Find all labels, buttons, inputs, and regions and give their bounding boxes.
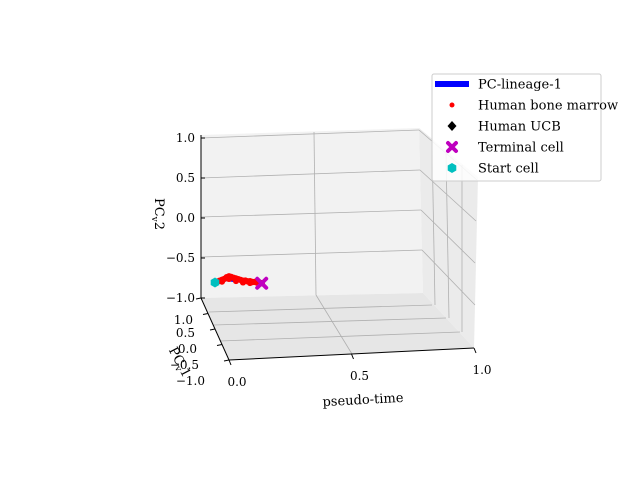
legend-label: Terminal cell [478, 141, 564, 156]
y-tick-mark [209, 328, 216, 331]
x-axis-ticks: 0.0 0.5 1.0 [227, 347, 492, 389]
legend-swatch-dot [449, 102, 455, 108]
legend-items: PC-lineage-1 Human bone marrow Human UCB Te… [435, 78, 618, 177]
bone-marrow-point [239, 279, 247, 286]
start-cell-marker [210, 277, 220, 288]
back-pane [201, 128, 423, 298]
z-tick-label: 0.5 [176, 171, 195, 185]
z-tick-label: −1.0 [166, 291, 195, 305]
z-axis-ticks: −1.0 −0.5 0.0 0.5 1.0 [166, 131, 205, 305]
z-axis-label-sub: v [149, 216, 159, 223]
z-tick-label: −0.5 [166, 251, 195, 265]
grid-line [213, 317, 447, 326]
legend-swatch-hexagon [447, 163, 457, 173]
terminal-cell-marker [255, 276, 269, 290]
x-axis-label: pseudo-time [322, 391, 404, 410]
bone-marrow-point [225, 275, 233, 282]
grid-line [419, 169, 477, 222]
legend-label: Human UCB [478, 120, 561, 135]
z-tick-label: 1.0 [176, 131, 195, 145]
grid-line [219, 331, 461, 342]
y-axis-label-sub: v [171, 364, 183, 375]
y-tick-label: −0.5 [170, 358, 199, 372]
grid-line [200, 129, 420, 139]
x-tick-label: 1.0 [472, 363, 491, 377]
x-tick-mark [351, 353, 354, 360]
legend: PC-lineage-1 Human bone marrow Human UCB Te… [431, 73, 618, 182]
grid-line [200, 169, 421, 179]
data-marks [210, 273, 269, 290]
y-tick-label: 1.0 [174, 313, 193, 327]
y-axis-ticks: −1.0 −0.5 0.0 0.51.0 [170, 297, 230, 388]
grid-line [200, 209, 422, 218]
z-axis-label-main: PC [151, 198, 166, 217]
grid-line [200, 249, 423, 258]
y-tick-mark [216, 344, 223, 346]
grid-line [313, 131, 317, 296]
x-tick-mark [473, 347, 477, 354]
y-tick-label: 0.5 [176, 326, 195, 340]
y-tick-label: −1.0 [176, 374, 205, 388]
y-tick-mark [202, 313, 209, 315]
z-tick-label: 0.0 [176, 211, 195, 225]
x-tick-label: 0.5 [350, 369, 369, 383]
y-tick-label: 0.0 [178, 342, 197, 356]
x-tick-label: 0.0 [227, 375, 246, 389]
legend-swatch-x [446, 141, 458, 153]
z-axis-label-tail: 2 [151, 222, 166, 230]
y-tick-mark [223, 359, 230, 362]
bone-marrow-point [218, 278, 226, 285]
grid-line [420, 209, 476, 264]
bone-marrow-point [232, 277, 240, 285]
legend-swatch-diamond [447, 121, 457, 131]
legend-frame [431, 73, 602, 182]
legend-label: Start cell [478, 162, 539, 177]
legend-label: Human bone marrow [478, 99, 618, 114]
grid-line [208, 304, 433, 313]
grid-line [315, 294, 353, 355]
legend-label: PC-lineage-1 [478, 78, 562, 93]
grid-lines [200, 129, 478, 355]
x-tick-mark [228, 359, 232, 366]
bone-marrow-point [246, 279, 254, 287]
z-axis-label: PCv2 [149, 198, 166, 230]
legend-swatch-line [435, 81, 469, 87]
y-tick-mark [195, 297, 202, 300]
